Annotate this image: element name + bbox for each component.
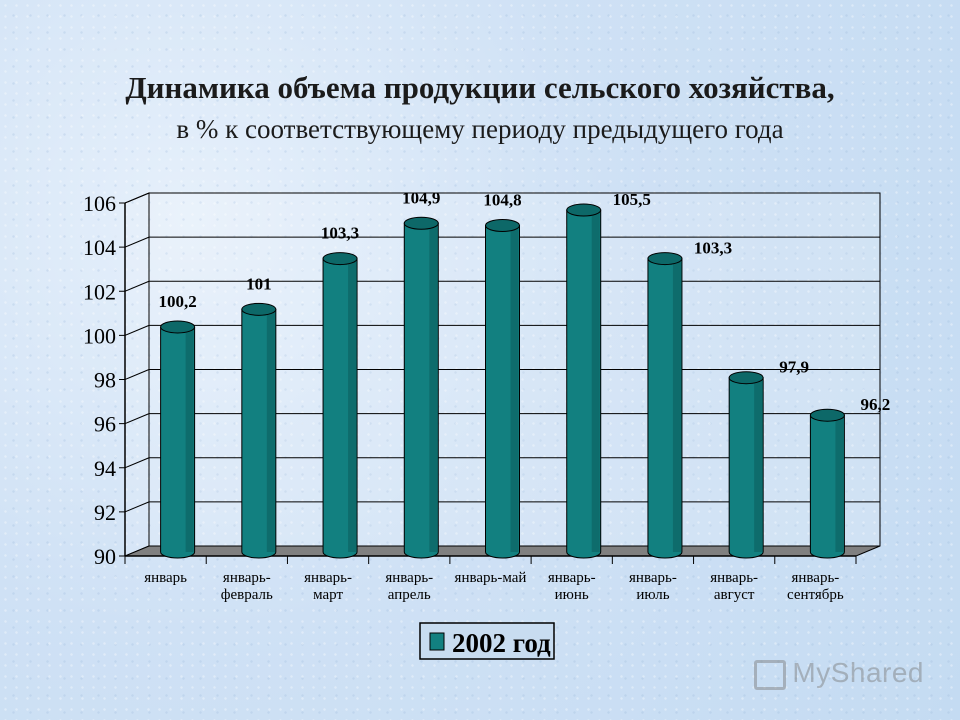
x-tick-label: январь- xyxy=(548,570,596,586)
data-label: 105,5 xyxy=(613,190,651,209)
y-tick-label: 104 xyxy=(83,235,116,260)
bar-shade xyxy=(429,223,438,553)
y-tick-label: 94 xyxy=(94,456,116,481)
bar-shade xyxy=(672,258,681,552)
x-tick-label: сентябрь xyxy=(787,587,844,603)
y-tick-label: 100 xyxy=(83,323,116,348)
gridline-depth xyxy=(124,236,150,248)
bar-top xyxy=(241,302,277,316)
x-tick-label: март xyxy=(313,587,343,603)
x-tick-label: июнь xyxy=(555,587,589,603)
legend-swatch xyxy=(429,632,445,651)
bar-top xyxy=(403,216,439,230)
data-label: 103,3 xyxy=(694,239,732,258)
x-tick-label: январь- xyxy=(304,570,352,586)
myshared-logo: MyShared xyxy=(754,657,924,690)
bar-top xyxy=(728,371,764,385)
bar xyxy=(322,258,358,559)
bar-shade xyxy=(835,415,844,552)
data-label: 96,2 xyxy=(861,395,891,414)
data-label: 104,9 xyxy=(402,188,440,207)
bar-shade xyxy=(510,225,519,552)
bar xyxy=(241,308,277,559)
bar xyxy=(403,222,439,559)
gridline-depth xyxy=(124,192,150,204)
bar-shade xyxy=(591,210,600,552)
bar-top xyxy=(322,252,358,266)
bar xyxy=(485,224,520,559)
bar-top xyxy=(160,320,196,334)
x-tick-label: январь- xyxy=(710,570,758,586)
x-tick-label: июль xyxy=(636,587,669,603)
x-tick-label: январь-май xyxy=(455,570,527,586)
y-tick-label: 106 xyxy=(83,191,116,216)
bar-shade xyxy=(266,309,275,552)
x-tick-label: апрель xyxy=(388,587,431,603)
bar-top xyxy=(809,408,845,422)
bar-top xyxy=(647,252,683,266)
data-label: 104,8 xyxy=(483,190,521,209)
x-tick-label: февраль xyxy=(221,587,273,603)
data-label: 101 xyxy=(246,274,272,293)
legend-label: 2002 год xyxy=(452,628,551,658)
bar xyxy=(809,414,845,559)
bar-shade xyxy=(185,326,194,552)
x-tick-label: август xyxy=(714,587,755,603)
gridline-depth xyxy=(124,369,150,380)
bar-shade xyxy=(754,377,763,552)
bar xyxy=(566,209,602,559)
chart-subtitle: в % к соответствующему периоду предыдуще… xyxy=(176,114,784,144)
chart-title: Динамика объема продукции сельского хозя… xyxy=(125,70,835,105)
y-tick-label: 102 xyxy=(83,279,116,304)
gridline-depth xyxy=(124,280,150,292)
x-tick-label: январь- xyxy=(629,570,677,586)
y-tick-label: 98 xyxy=(94,368,116,393)
data-label: 100,2 xyxy=(158,292,196,311)
bar xyxy=(647,258,683,559)
x-tick-label: январь- xyxy=(791,570,839,586)
gridline-depth xyxy=(124,501,150,513)
bar xyxy=(160,326,196,559)
gridline-depth xyxy=(124,413,150,425)
bar-shade xyxy=(348,258,357,552)
gridline-depth xyxy=(124,457,150,469)
data-label: 103,3 xyxy=(321,224,359,243)
gridline-depth xyxy=(124,324,150,336)
data-label: 97,9 xyxy=(779,358,809,377)
y-tick-label: 92 xyxy=(94,500,116,525)
y-tick-label: 96 xyxy=(94,412,116,437)
y-tick-label: 90 xyxy=(94,544,116,569)
bar-top xyxy=(485,218,520,232)
logo-text: MyShared xyxy=(792,657,924,689)
x-tick-label: январь xyxy=(144,570,187,586)
x-tick-label: январь- xyxy=(223,570,271,586)
logo-icon xyxy=(754,660,787,690)
x-tick-label: январь- xyxy=(385,570,433,586)
bar xyxy=(728,377,764,559)
bar-top xyxy=(566,203,602,217)
